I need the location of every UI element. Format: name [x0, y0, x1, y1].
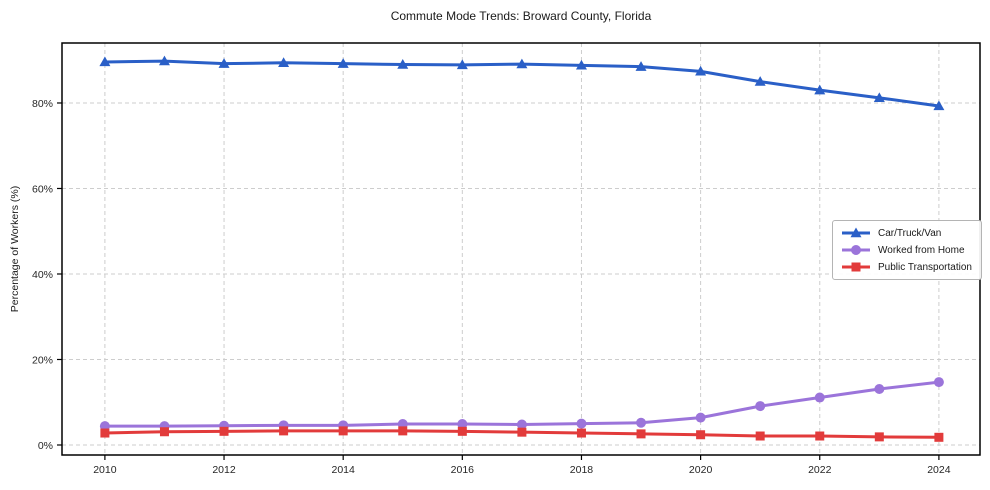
legend: Car/Truck/Van Worked from Home Public Tran… — [832, 220, 982, 280]
legend-item-worked-from-home: Worked from Home — [840, 243, 972, 257]
tick-labels: 2010 2012 2014 2016 2018 2020 2022 2024 0% 20% 40%… — [32, 98, 951, 476]
series-worked-from-home — [99, 377, 944, 432]
triangle-swatch-icon — [842, 227, 870, 238]
x-tick-label: 2010 — [93, 464, 117, 476]
x-tick-label: 2012 — [212, 464, 236, 476]
x-tick-label: 2024 — [927, 464, 951, 476]
x-tick-label: 2018 — [570, 464, 594, 476]
y-tick-label: 80% — [32, 98, 53, 110]
series-car-truck-van — [99, 55, 945, 111]
legend-label: Car/Truck/Van — [878, 227, 942, 239]
chart-title: Commute Mode Trends: Broward County, Flo… — [390, 9, 652, 23]
y-tick-label: 20% — [32, 354, 53, 366]
square-swatch-icon — [842, 262, 870, 272]
axis-ticks — [57, 102, 940, 460]
y-tick-label: 0% — [38, 440, 53, 452]
legend-item-car-truck-van: Car/Truck/Van — [840, 226, 972, 240]
x-tick-label: 2016 — [451, 464, 475, 476]
legend-label: Public Transportation — [878, 261, 972, 273]
series-public-transportation — [100, 426, 944, 442]
y-tick-label: 60% — [32, 183, 53, 195]
legend-label: Worked from Home — [878, 244, 965, 256]
x-tick-label: 2022 — [808, 464, 832, 476]
y-tick-label: 40% — [32, 269, 53, 281]
x-tick-label: 2020 — [689, 464, 713, 476]
x-tick-label: 2014 — [331, 464, 355, 476]
gridlines — [62, 43, 980, 455]
legend-item-public-transportation: Public Transportation — [840, 260, 972, 274]
circle-swatch-icon — [842, 245, 870, 255]
